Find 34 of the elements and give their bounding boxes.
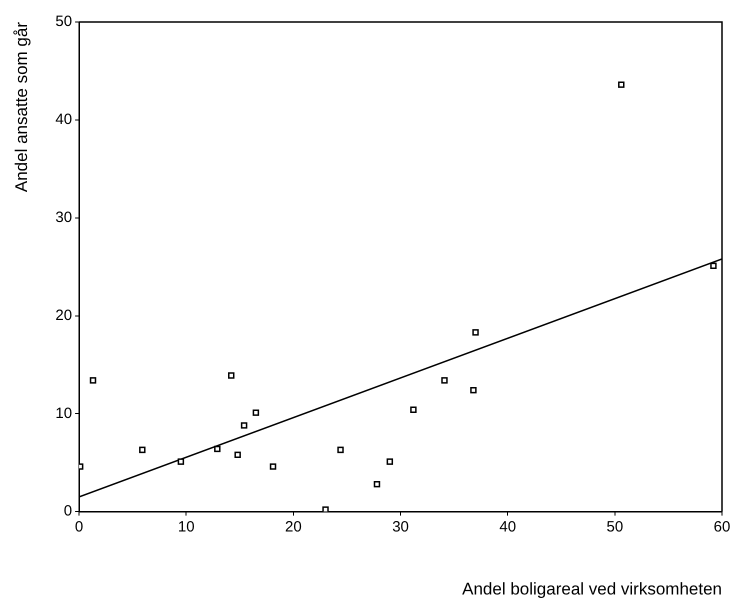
x-axis-title: Andel boligareal ved virksomheten bbox=[462, 579, 722, 598]
y-tick-label: 50 bbox=[55, 13, 72, 30]
point bbox=[441, 377, 448, 384]
y-tick-label: 30 bbox=[55, 208, 72, 226]
y-tick-label: 40 bbox=[55, 111, 72, 128]
point bbox=[410, 406, 417, 413]
point bbox=[270, 463, 276, 470]
point bbox=[234, 452, 241, 458]
x-tick-label: 10 bbox=[178, 518, 195, 536]
y-axis-title: Andel ansatte som går bbox=[12, 22, 31, 192]
point bbox=[214, 446, 221, 452]
x-tick-label: 20 bbox=[285, 518, 302, 536]
point bbox=[710, 262, 717, 270]
point bbox=[90, 377, 96, 384]
point bbox=[386, 458, 394, 465]
point bbox=[374, 480, 380, 488]
point bbox=[228, 372, 234, 379]
point bbox=[472, 329, 479, 336]
point bbox=[322, 506, 329, 512]
x-tick-label: 30 bbox=[392, 518, 409, 536]
x-tick-label: 0 bbox=[74, 518, 84, 536]
x-tick-label: 60 bbox=[714, 518, 730, 536]
point bbox=[470, 386, 477, 394]
point bbox=[139, 446, 146, 454]
y-tick-label: 0 bbox=[64, 502, 72, 520]
x-tick-label: 50 bbox=[606, 518, 624, 536]
point bbox=[337, 446, 344, 454]
point bbox=[618, 81, 624, 88]
y-tick-label: 20 bbox=[55, 306, 72, 324]
x-tick-label: 40 bbox=[499, 518, 516, 536]
point bbox=[240, 422, 248, 429]
y-tick-label: 10 bbox=[55, 404, 72, 422]
point bbox=[178, 458, 184, 465]
point bbox=[252, 409, 260, 416]
